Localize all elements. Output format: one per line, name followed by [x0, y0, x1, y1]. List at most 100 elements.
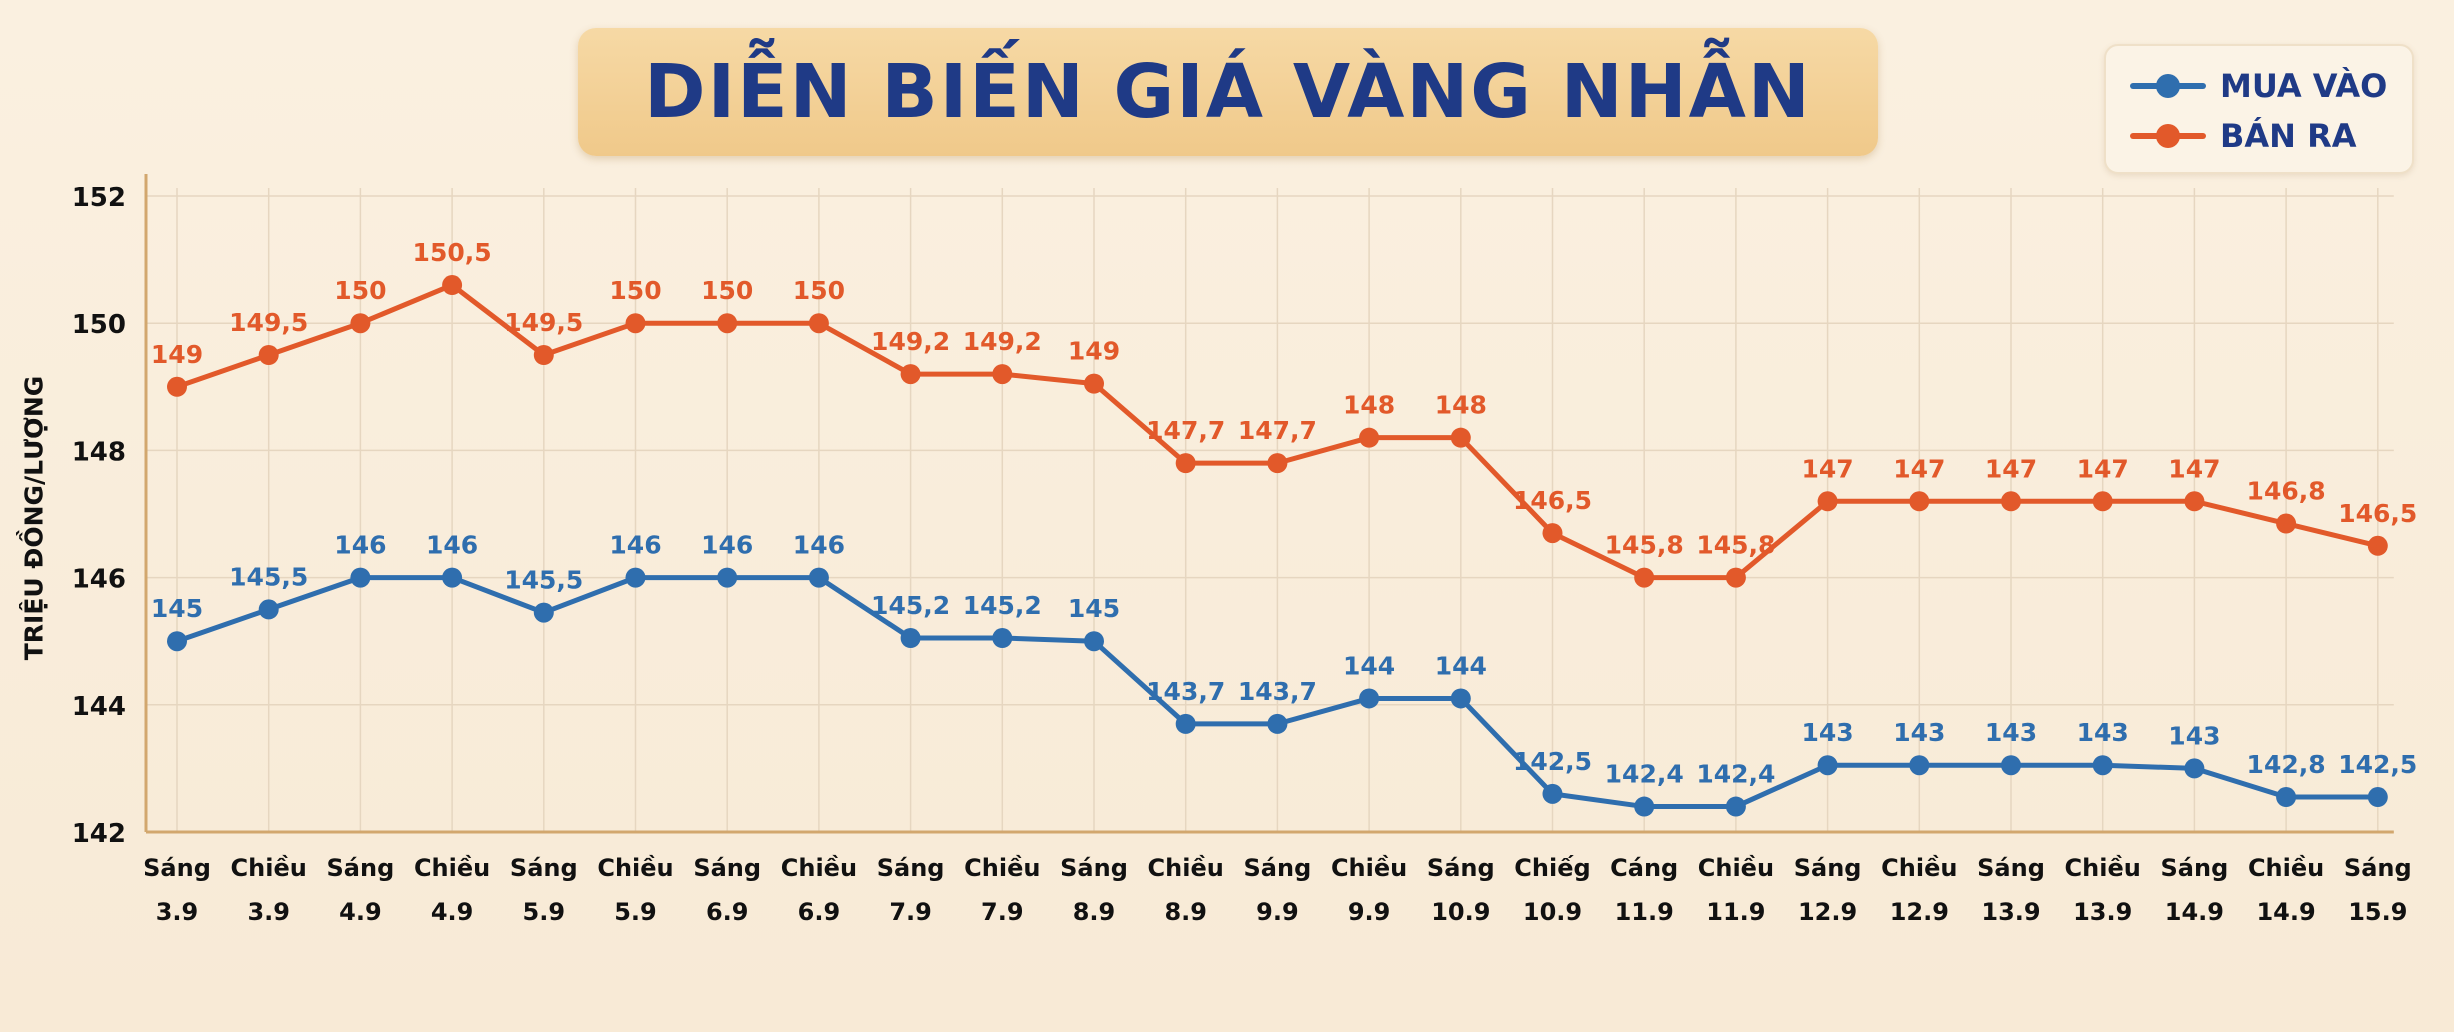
data-label-buy: 145 — [1068, 594, 1120, 623]
data-label-buy: 143 — [1893, 718, 1945, 747]
data-label-buy: 145,2 — [963, 591, 1042, 620]
data-label-sell: 147 — [2168, 454, 2220, 483]
data-label-sell: 149,2 — [963, 327, 1042, 356]
data-label-sell: 147 — [1985, 454, 2037, 483]
data-label-buy: 143,7 — [1146, 677, 1225, 706]
x-tick-label: Chiều 9.9 — [1331, 854, 1407, 926]
x-tick-label: Chiều 3.9 — [231, 854, 307, 926]
y-tick-label: 146 — [72, 565, 126, 595]
data-point-buy — [2001, 755, 2021, 776]
data-point-sell — [1175, 453, 1196, 474]
data-point-sell — [2001, 491, 2021, 512]
x-tick-label: Chiều 8.9 — [1148, 854, 1224, 926]
x-tick-label: Sáng 9.9 — [1244, 854, 1312, 926]
data-label-sell: 148 — [1343, 391, 1395, 420]
data-point-sell — [2276, 513, 2297, 534]
data-point-sell — [1084, 373, 1104, 394]
x-tick-label: Sáng 15.9 — [2344, 854, 2412, 926]
data-label-sell: 146,8 — [2247, 477, 2326, 506]
data-label-buy: 145,5 — [504, 566, 583, 595]
data-label-sell: 149 — [1068, 337, 1120, 366]
data-point-sell — [1267, 453, 1288, 474]
data-point-sell — [350, 313, 371, 334]
data-point-buy — [1175, 713, 1196, 734]
legend-label-buy: MUA VÀO — [2220, 67, 2388, 105]
data-label-buy: 142,5 — [1513, 747, 1592, 776]
x-tick-label: Sáng 3.9 — [143, 854, 211, 926]
data-label-buy: 142,4 — [1696, 760, 1775, 789]
data-point-sell — [2092, 491, 2113, 512]
x-tick-label: Sáng 13.9 — [1977, 854, 2045, 926]
data-label-buy: 143,7 — [1238, 677, 1317, 706]
x-tick-label: Chiều 6.9 — [781, 854, 857, 926]
data-label-buy: 143 — [2077, 718, 2129, 747]
data-label-buy: 145,5 — [229, 562, 308, 591]
data-point-buy — [1725, 796, 1746, 817]
data-point-buy — [1634, 796, 1655, 817]
data-point-buy — [1359, 688, 1380, 709]
data-point-buy — [1542, 783, 1563, 804]
data-label-buy: 146 — [793, 531, 845, 560]
data-point-buy — [2367, 787, 2388, 808]
x-tick-label: Chiều 4.9 — [414, 854, 490, 926]
data-label-sell: 150 — [334, 276, 386, 305]
data-label-sell: 146,5 — [1513, 486, 1592, 515]
y-tick-label: 150 — [72, 310, 126, 340]
data-point-sell — [1817, 491, 1838, 512]
data-point-buy — [808, 567, 829, 588]
data-point-buy — [1450, 688, 1471, 709]
data-point-sell — [1359, 427, 1380, 448]
x-tick-label: Cáng 11.9 — [1610, 854, 1678, 926]
data-point-buy — [1084, 631, 1104, 652]
data-label-buy: 144 — [1435, 651, 1487, 680]
data-point-sell — [1450, 427, 1471, 448]
data-point-sell — [808, 313, 829, 334]
data-label-sell: 150 — [701, 276, 753, 305]
data-label-buy: 142,5 — [2338, 750, 2417, 779]
chart-title: DIỄN BIẾN GIÁ VÀNG NHẪN — [644, 49, 1812, 135]
data-label-sell: 149,5 — [504, 308, 583, 337]
legend-label-sell: BÁN RA — [2220, 117, 2357, 155]
data-label-sell: 145,8 — [1696, 531, 1775, 560]
data-point-buy — [1267, 713, 1288, 734]
x-tick-label: Sáng 10.9 — [1427, 854, 1495, 926]
data-label-sell: 150 — [609, 276, 661, 305]
y-tick-label: 142 — [72, 819, 126, 849]
title-banner: DIỄN BIẾN GIÁ VÀNG NHẪN — [578, 28, 1878, 156]
data-point-buy — [350, 567, 371, 588]
data-label-sell: 146,5 — [2338, 499, 2417, 528]
data-point-sell — [992, 364, 1013, 385]
data-label-sell: 147 — [1893, 454, 1945, 483]
data-label-sell: 147 — [1802, 454, 1854, 483]
data-point-sell — [900, 364, 921, 385]
data-label-buy: 142,8 — [2247, 750, 2326, 779]
legend-item-sell: BÁN RA — [2130, 114, 2356, 158]
data-point-sell — [625, 313, 646, 334]
x-tick-label: Chiều 13.9 — [2065, 854, 2141, 926]
data-label-buy: 142,4 — [1605, 760, 1684, 789]
data-point-sell — [1909, 491, 1930, 512]
x-tick-label: Sáng 8.9 — [1060, 854, 1128, 926]
data-point-buy — [717, 567, 738, 588]
legend-swatch-buy — [2130, 64, 2206, 108]
data-point-sell — [1542, 523, 1563, 544]
legend: MUA VÀO BÁN RA — [2104, 44, 2414, 174]
x-tick-label: Sáng 14.9 — [2161, 854, 2229, 926]
data-label-sell: 149 — [151, 340, 203, 369]
data-point-sell — [442, 275, 463, 296]
data-label-buy: 146 — [426, 531, 478, 560]
data-point-sell — [2367, 535, 2388, 556]
data-point-buy — [1909, 755, 1930, 776]
data-label-sell: 147 — [2077, 454, 2129, 483]
data-point-buy — [992, 628, 1013, 649]
x-tick-label: Chiều 14.9 — [2248, 854, 2324, 926]
data-label-buy: 144 — [1343, 651, 1395, 680]
data-point-buy — [167, 631, 187, 652]
data-label-sell: 147,7 — [1238, 416, 1317, 445]
data-label-buy: 146 — [701, 531, 753, 560]
data-point-buy — [625, 567, 646, 588]
data-label-sell: 148 — [1435, 391, 1487, 420]
y-tick-label: 148 — [72, 437, 126, 467]
